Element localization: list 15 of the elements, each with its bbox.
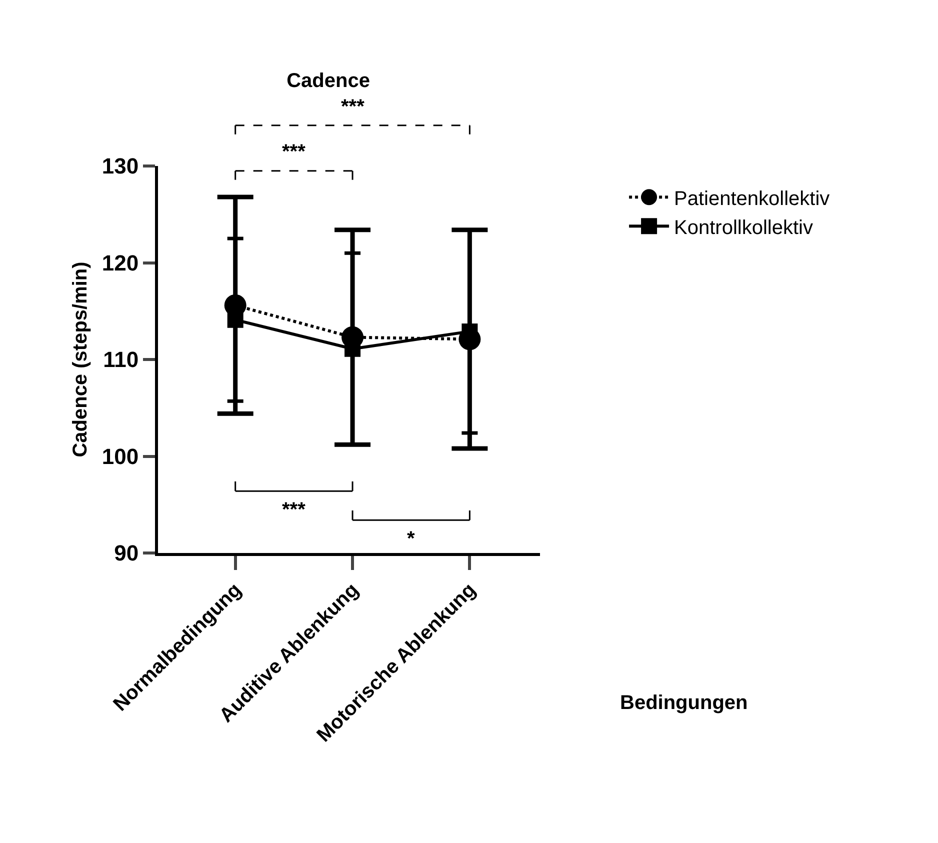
chart-title: Cadence	[286, 70, 370, 92]
y-axis-title: Cadence (steps/min)	[69, 262, 92, 458]
y-tick-label: 100	[102, 444, 139, 469]
y-tick-label: 120	[102, 250, 139, 276]
text: ***	[341, 96, 365, 118]
legend-label: Kontrollkollektiv	[674, 216, 813, 239]
y-tick-label: 130	[102, 154, 139, 179]
annotation: ***	[282, 499, 306, 521]
x-axis-title: Bedingungen	[620, 692, 748, 714]
point	[227, 312, 244, 328]
text: ***	[282, 141, 306, 163]
y-tick-label: 90	[114, 540, 139, 566]
y-tick-label: 110	[103, 347, 139, 372]
annotation: *	[407, 528, 415, 550]
legend-label: Patientenkollektiv	[674, 188, 830, 210]
